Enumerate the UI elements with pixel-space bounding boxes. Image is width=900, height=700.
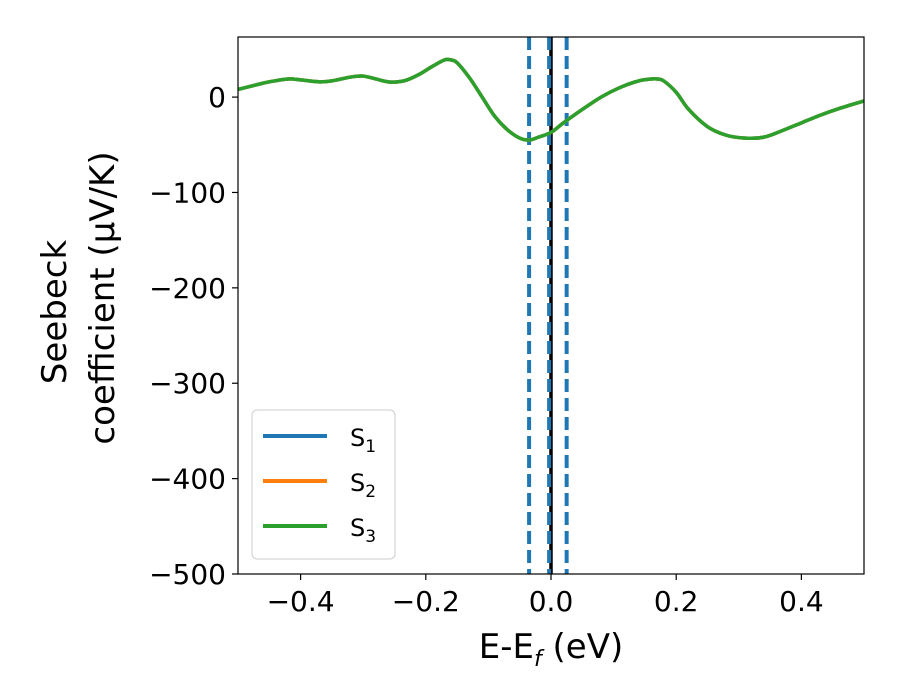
legend-entries: S1 S2 S3 <box>263 424 376 547</box>
y-tick-label: −300 <box>149 367 226 400</box>
y-tick-label: −400 <box>149 463 226 496</box>
vertical-marker-lines <box>527 37 569 574</box>
y-axis-title-line2: coefficient (μV/K) <box>83 151 123 444</box>
x-axis-title-main: E-E <box>479 627 534 667</box>
x-axis-title-subscript: f <box>534 647 545 672</box>
legend-label-s3: S3 <box>350 514 376 547</box>
y-axis-title-line1: Seebeck <box>35 240 75 385</box>
series-line-s3 <box>237 57 865 142</box>
legend-label-s1: S1 <box>350 424 376 457</box>
x-tick-label: 0.0 <box>529 585 574 618</box>
x-tick-label: 0.4 <box>779 585 824 618</box>
x-axis-ticks: −0.4 −0.2 0.0 0.2 0.4 <box>267 574 824 618</box>
x-tick-label: −0.2 <box>392 585 460 618</box>
x-tick-label: −0.4 <box>267 585 335 618</box>
y-tick-label: −500 <box>149 558 226 591</box>
x-tick-label: 0.2 <box>654 585 699 618</box>
x-axis-title: E-Ef (eV) <box>479 627 624 672</box>
y-axis-ticks: 0 −100 −200 −300 −400 −500 <box>149 81 238 591</box>
y-tick-label: −100 <box>149 176 226 209</box>
x-axis-title-unit: (eV) <box>542 627 624 667</box>
series-lines <box>237 57 865 142</box>
y-tick-label: 0 <box>208 81 226 114</box>
legend-label-s2: S2 <box>350 469 376 502</box>
legend: S1 S2 S3 <box>251 409 396 560</box>
y-tick-label: −200 <box>149 272 226 305</box>
legend-box <box>251 409 396 560</box>
